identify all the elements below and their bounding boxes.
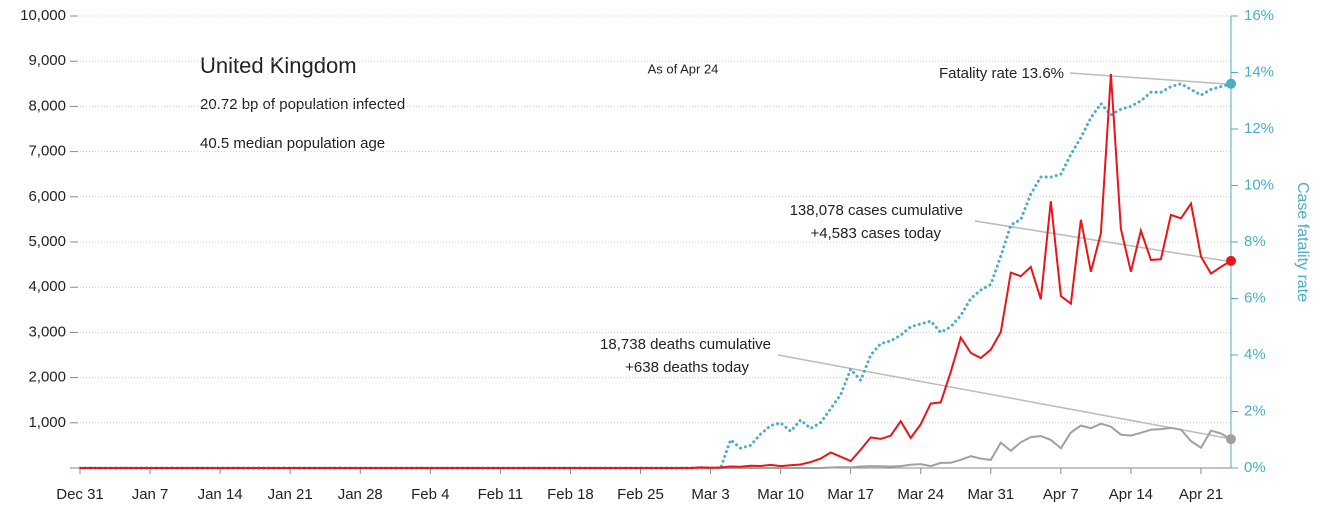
- leader-line: [777, 354, 1227, 439]
- subtitle: 40.5 median population age: [200, 135, 385, 152]
- y-tick-label: 4,000: [28, 278, 66, 295]
- y-tick-label: 10,000: [20, 7, 66, 24]
- y2-tick-label: 12%: [1244, 120, 1274, 137]
- x-tick-label: Feb 18: [547, 486, 594, 503]
- x-tick-label: Jan 21: [268, 486, 313, 503]
- y-tick-label: 7,000: [28, 143, 66, 160]
- leader-line: [974, 220, 1227, 262]
- y2-axis-title: Case fatality rate: [1294, 182, 1311, 302]
- y-tick-label: 9,000: [28, 52, 66, 69]
- annotation: +4,583 cases today: [810, 225, 941, 242]
- end-dot: [1226, 434, 1236, 445]
- y2-tick-label: 10%: [1244, 176, 1274, 193]
- y-tick-label: 5,000: [28, 233, 66, 250]
- y-tick-label: 3,000: [28, 323, 66, 340]
- y2-tick-label: 0%: [1244, 459, 1266, 476]
- y-tick-label: 2,000: [28, 369, 66, 386]
- y2-tick-label: 16%: [1244, 7, 1274, 24]
- x-tick-label: Apr 7: [1043, 486, 1079, 503]
- annotation: +638 deaths today: [625, 359, 749, 376]
- y2-tick-label: 2%: [1244, 402, 1266, 419]
- end-dot: [1226, 255, 1236, 266]
- y2-tick-label: 4%: [1244, 346, 1266, 363]
- y2-tick-label: 6%: [1244, 289, 1266, 306]
- x-tick-label: Mar 10: [757, 486, 804, 503]
- series-line: [80, 73, 1232, 469]
- note: As of Apr 24: [648, 61, 719, 76]
- x-tick-label: Mar 24: [897, 486, 944, 503]
- leader-line: [1069, 72, 1227, 85]
- end-dot: [1226, 78, 1236, 89]
- x-tick-label: Feb 11: [478, 486, 524, 503]
- series-line: [80, 422, 1232, 469]
- subtitle: 20.72 bp of population infected: [200, 96, 405, 113]
- x-tick-label: Jan 7: [132, 486, 169, 503]
- x-tick-label: Apr 14: [1109, 486, 1153, 503]
- x-tick-label: Apr 21: [1179, 486, 1223, 503]
- x-tick-label: Mar 3: [691, 486, 729, 503]
- y2-tick-label: 8%: [1244, 233, 1266, 250]
- x-tick-label: Jan 14: [198, 486, 243, 503]
- x-tick-label: Dec 31: [56, 486, 104, 503]
- annotation: 18,738 deaths cumulative: [600, 336, 771, 353]
- x-tick-label: Mar 31: [967, 486, 1014, 503]
- y-tick-label: 1,000: [28, 414, 66, 431]
- y2-tick-label: 14%: [1244, 63, 1274, 80]
- x-tick-label: Mar 17: [827, 486, 874, 503]
- x-tick-label: Jan 28: [338, 486, 383, 503]
- x-tick-label: Feb 4: [411, 486, 449, 503]
- y-tick-label: 6,000: [28, 188, 66, 205]
- x-tick-label: Feb 25: [617, 486, 664, 503]
- y-tick-label: 8,000: [28, 97, 66, 114]
- annotation: 138,078 cases cumulative: [790, 202, 963, 219]
- chart-title: United Kingdom: [200, 53, 357, 78]
- annotation: Fatality rate 13.6%: [939, 65, 1064, 82]
